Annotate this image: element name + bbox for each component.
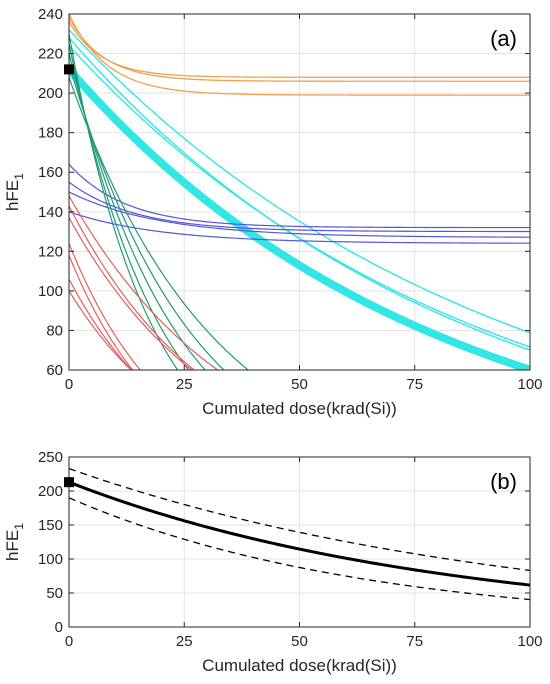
x-tick-label: 100	[517, 376, 542, 393]
series-line-green-13	[69, 53, 206, 370]
y-tick-label: 200	[38, 85, 63, 102]
panel-a-chart: 0 25 50 75 100 60 80 100 120 140 160 180 200 220 240 Cu…	[3, 6, 543, 418]
series-line-cyan-4	[69, 29, 530, 334]
panel-b-chart: 0 25 50 75 100 0 50 100 150 200 250 Cumulated dose(…	[3, 449, 543, 675]
series-group	[69, 14, 530, 370]
initial-value-marker	[64, 477, 74, 488]
x-tick-label: 25	[176, 633, 193, 650]
x-tick-label: 0	[65, 376, 73, 393]
y-tick-label: 200	[38, 483, 63, 500]
x-tick-label: 100	[517, 633, 542, 650]
series-line-blue-8	[69, 181, 530, 233]
series-line-cyan-3	[69, 66, 530, 370]
series-line-blue-10	[69, 211, 530, 244]
y-tick-label: 140	[38, 204, 63, 221]
y-tick-label: 100	[38, 283, 63, 300]
x-tick-label: 25	[176, 376, 193, 393]
series-line-blue-9	[69, 191, 530, 238]
y-tick-label: 100	[38, 551, 63, 568]
y-tick-label: 120	[38, 243, 63, 260]
series-group	[69, 467, 530, 601]
y-tick-label: 240	[38, 6, 63, 23]
x-axis-label: Cumulated dose(krad(Si))	[202, 656, 397, 675]
series-line-green-12	[69, 43, 190, 370]
panel-label: (b)	[490, 469, 517, 494]
x-tick-label: 50	[291, 376, 308, 393]
y-tick-label: 150	[38, 517, 63, 534]
series-line-orange-2	[69, 21, 530, 78]
y-tick-label: 80	[46, 322, 63, 339]
panel-label: (a)	[490, 26, 517, 51]
series-line-black-2	[69, 497, 530, 601]
y-tick-label: 250	[38, 449, 63, 466]
y-axis-label: hFE1	[3, 173, 26, 211]
x-axis-label: Cumulated dose(krad(Si))	[202, 399, 397, 418]
y-tick-label: 50	[46, 585, 63, 602]
series-line-red-17	[69, 205, 196, 370]
y-tick-label: 220	[38, 46, 63, 63]
initial-value-marker	[64, 64, 74, 75]
y-tick-label: 60	[46, 362, 63, 379]
series-line-cyan-6	[69, 45, 530, 348]
y-axis-label: hFE1	[3, 523, 26, 561]
series-line-green-11	[69, 33, 179, 370]
x-tick-label: 75	[406, 633, 423, 650]
series-line-green-15	[69, 77, 250, 370]
series-line-red-16	[69, 195, 219, 370]
series-line-red-18	[69, 217, 193, 370]
series-line-black-0	[69, 480, 530, 587]
y-tick-label: 180	[38, 125, 63, 142]
x-tick-label: 75	[406, 376, 423, 393]
y-tick-label: 160	[38, 164, 63, 181]
series-line-orange-1	[69, 17, 530, 82]
series-line-green-14	[69, 63, 225, 370]
x-tick-label: 0	[65, 633, 73, 650]
series-line-orange-0	[69, 14, 530, 96]
y-tick-label: 0	[55, 619, 63, 636]
series-line-blue-7	[69, 163, 530, 229]
x-tick-label: 50	[291, 633, 308, 650]
